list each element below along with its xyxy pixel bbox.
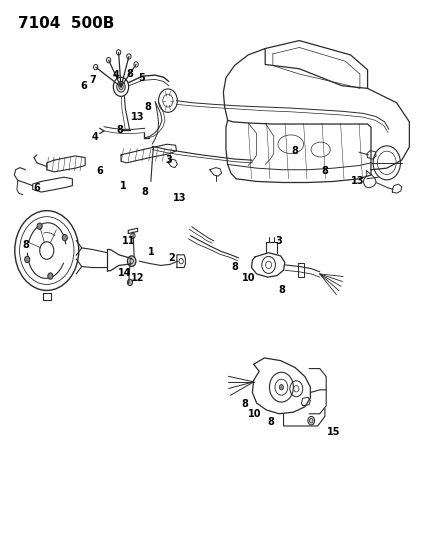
Circle shape bbox=[48, 273, 53, 279]
Circle shape bbox=[37, 223, 42, 229]
Circle shape bbox=[128, 279, 133, 286]
Text: 8: 8 bbox=[268, 417, 275, 427]
Text: 8: 8 bbox=[126, 69, 133, 78]
Text: 3: 3 bbox=[276, 236, 282, 246]
Text: 12: 12 bbox=[131, 273, 145, 283]
Circle shape bbox=[128, 256, 136, 266]
Text: 7104  500B: 7104 500B bbox=[18, 15, 114, 30]
Text: 8: 8 bbox=[231, 262, 238, 271]
Text: 8: 8 bbox=[141, 187, 149, 197]
Text: 8: 8 bbox=[279, 286, 286, 295]
Text: 8: 8 bbox=[144, 102, 152, 112]
Text: 7: 7 bbox=[89, 76, 96, 85]
Text: 6: 6 bbox=[33, 183, 40, 193]
Text: 15: 15 bbox=[327, 427, 340, 438]
Text: 8: 8 bbox=[291, 146, 298, 156]
Circle shape bbox=[308, 416, 315, 425]
Text: 13: 13 bbox=[173, 193, 187, 204]
Text: 11: 11 bbox=[122, 236, 135, 246]
Text: 2: 2 bbox=[168, 253, 175, 263]
Text: 4: 4 bbox=[91, 132, 98, 142]
Text: 1: 1 bbox=[120, 181, 127, 191]
Text: 8: 8 bbox=[22, 240, 29, 250]
Text: 14: 14 bbox=[118, 268, 131, 278]
Text: 4: 4 bbox=[113, 70, 119, 80]
Text: 10: 10 bbox=[242, 273, 256, 283]
Text: 13: 13 bbox=[131, 111, 144, 122]
Text: 5: 5 bbox=[138, 73, 145, 83]
Text: 10: 10 bbox=[248, 409, 262, 419]
Circle shape bbox=[279, 384, 283, 390]
Text: 6: 6 bbox=[80, 81, 87, 91]
Circle shape bbox=[62, 235, 67, 241]
Text: 8: 8 bbox=[321, 166, 328, 176]
Circle shape bbox=[25, 256, 30, 263]
Circle shape bbox=[117, 82, 125, 92]
Text: 1: 1 bbox=[148, 247, 154, 256]
Text: 6: 6 bbox=[96, 166, 103, 176]
Text: 8: 8 bbox=[241, 399, 248, 409]
Text: 3: 3 bbox=[166, 155, 172, 165]
Text: 8: 8 bbox=[117, 125, 124, 135]
Text: 13: 13 bbox=[351, 176, 364, 187]
